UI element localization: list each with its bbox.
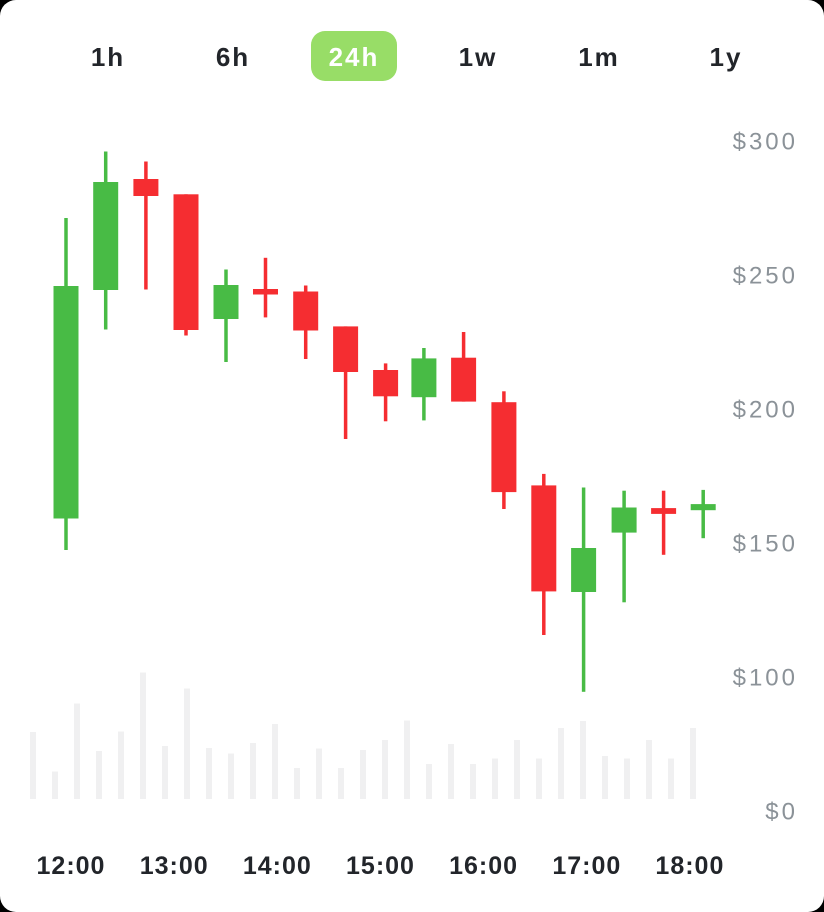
svg-text:$100: $100: [733, 665, 798, 692]
svg-text:17:00: 17:00: [552, 852, 621, 880]
svg-text:18:00: 18:00: [655, 852, 724, 880]
svg-text:14:00: 14:00: [243, 852, 312, 880]
svg-text:$200: $200: [733, 397, 798, 424]
svg-text:13:00: 13:00: [140, 852, 209, 880]
svg-text:$250: $250: [733, 263, 798, 290]
svg-text:12:00: 12:00: [37, 852, 106, 880]
svg-text:$150: $150: [733, 531, 798, 558]
svg-text:$300: $300: [733, 129, 798, 156]
svg-text:$0: $0: [765, 799, 798, 826]
svg-text:16:00: 16:00: [449, 852, 518, 880]
svg-text:15:00: 15:00: [346, 852, 415, 880]
